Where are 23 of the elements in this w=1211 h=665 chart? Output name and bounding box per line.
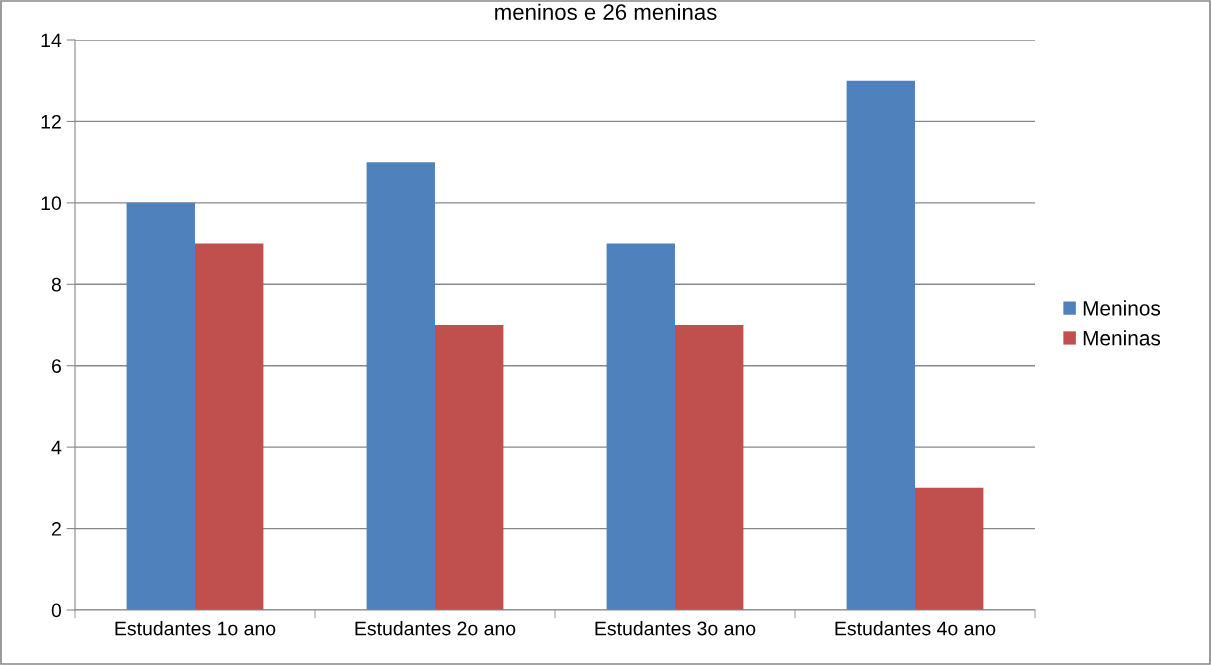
y-tick-label: 4: [51, 440, 62, 455]
bar: [846, 80, 915, 610]
y-tick-label: 6: [51, 359, 61, 373]
bar: [126, 202, 195, 610]
legend-label: Meninos: [1083, 300, 1161, 316]
bar: [606, 243, 675, 610]
x-tick-label: Estudantes 1o ano: [115, 621, 276, 636]
bar: [195, 243, 264, 610]
y-tick-label: 10: [41, 196, 62, 211]
x-tick-label: Estudantes 3o ano: [595, 621, 756, 636]
bar: [366, 162, 435, 610]
x-tick-label: Estudantes 2o ano: [355, 621, 516, 636]
y-tick-label: 0: [51, 603, 62, 618]
y-tick-label: 8: [51, 277, 61, 292]
bar: [915, 487, 984, 610]
chart-title: meninos e 26 meninas: [495, 3, 717, 20]
y-tick-label: 2: [51, 522, 61, 536]
y-tick-label: 12: [41, 114, 61, 129]
y-tick-label: 14: [41, 33, 62, 48]
bar: [435, 325, 504, 610]
bar: [675, 325, 744, 610]
x-tick-label: Estudantes 4o ano: [835, 621, 996, 636]
legend-label: Meninas: [1083, 330, 1161, 346]
